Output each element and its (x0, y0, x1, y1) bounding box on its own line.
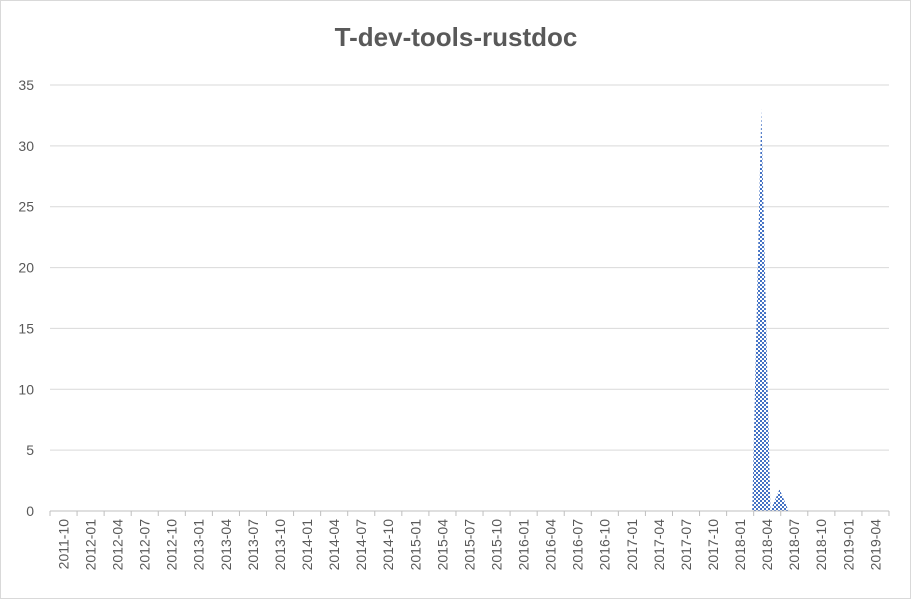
y-tick-label: 5 (26, 442, 34, 458)
x-tick-label: 2014-04 (326, 519, 342, 571)
x-tick-label: 2014-07 (353, 519, 369, 571)
x-tick-label: 2012-10 (164, 519, 180, 571)
chart-title: T-dev-tools-rustdoc (334, 22, 578, 52)
y-tick-label: 30 (18, 138, 34, 154)
x-tick-label: 2015-07 (461, 519, 477, 571)
x-tick-label: 2013-01 (191, 519, 207, 571)
y-tick-label: 35 (18, 77, 34, 93)
x-tick-label: 2017-10 (705, 519, 721, 571)
x-tick-label: 2016-01 (516, 519, 532, 571)
x-tick-label: 2012-01 (82, 519, 98, 571)
x-tick-label: 2012-04 (110, 519, 126, 571)
x-tick-label: 2018-01 (732, 519, 748, 571)
y-tick-label: 0 (26, 503, 34, 519)
x-tick-label: 2015-01 (407, 519, 423, 571)
y-tick-label: 10 (18, 381, 34, 397)
x-tick-label: 2013-07 (245, 519, 261, 571)
x-tick-label: 2013-10 (272, 519, 288, 571)
y-tick-label: 25 (18, 199, 34, 215)
x-tick-label: 2015-10 (488, 519, 504, 571)
x-tick-label: 2019-04 (867, 519, 883, 571)
x-tick-label: 2016-10 (597, 519, 613, 571)
x-tick-label: 2019-01 (840, 519, 856, 571)
x-tick-label: 2017-07 (678, 519, 694, 571)
y-tick-label: 20 (18, 260, 34, 276)
x-tick-label: 2016-07 (570, 519, 586, 571)
x-tick-label: 2014-01 (299, 519, 315, 571)
x-tick-label: 2014-10 (380, 519, 396, 571)
x-tick-label: 2018-04 (759, 519, 775, 571)
x-tick-label: 2013-04 (218, 519, 234, 571)
y-tick-label: 15 (18, 320, 34, 336)
area-series-0 (50, 109, 889, 511)
x-tick-label: 2012-07 (137, 519, 153, 571)
x-tick-label: 2018-07 (786, 519, 802, 571)
x-tick-label: 2017-04 (651, 519, 667, 571)
x-tick-label: 2017-01 (624, 519, 640, 571)
x-tick-label: 2016-04 (543, 519, 559, 571)
x-tick-label: 2015-04 (434, 519, 450, 571)
x-tick-label: 2011-10 (55, 519, 71, 570)
x-tick-label: 2018-10 (813, 519, 829, 571)
